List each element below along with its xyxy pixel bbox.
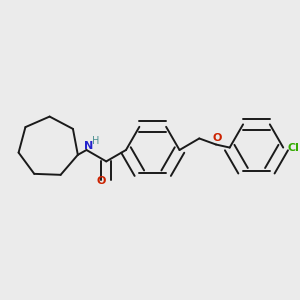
Text: O: O [96,176,105,186]
Text: H: H [92,136,99,146]
Text: Cl: Cl [288,142,299,153]
Text: N: N [84,141,94,152]
Text: O: O [212,133,222,143]
